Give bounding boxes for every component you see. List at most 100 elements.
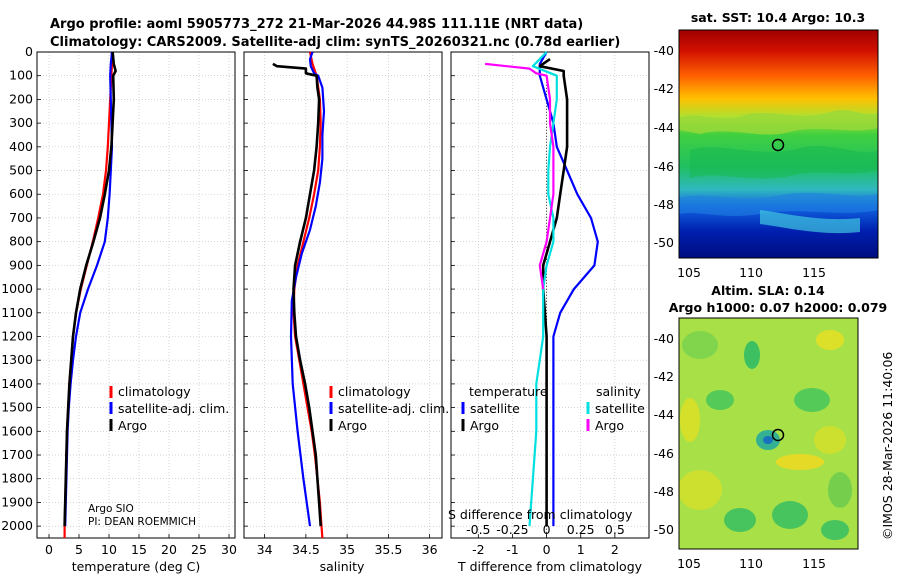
sst-ytick: -50 [654,235,674,250]
series-line-climatology [63,52,114,538]
x-tick-label: 35 [339,542,355,557]
temperature-legend: climatology satellite-adj. clim. Argo [109,384,229,433]
x-tick-label: 30 [221,542,237,557]
panel-frame [36,51,236,539]
depth-tick-label: 900 [9,257,33,272]
x-tick-label: 5 [75,542,83,557]
sla-ytick: -46 [654,446,674,461]
sla-map: Altim. SLA: 0.14 Argo h1000: 0.07 h2000:… [654,283,888,571]
x-tick-label: -1 [506,542,518,557]
panel-frame [450,51,650,539]
depth-tick-label: 300 [9,115,33,130]
sst-ytick: -48 [654,197,674,212]
sst-xtick: 110 [739,265,763,280]
credit-pi: PI: DEAN ROEMMICH [88,516,196,528]
legend-header-temperature: temperature [469,384,548,399]
credit-institution: Argo SIO [88,503,134,515]
depth-tick-label: 1400 [1,376,33,391]
sst-map-yticks: -40 -42 -44 -46 -48 -50 [654,43,674,250]
depth-tick-label: 1100 [1,305,33,320]
x2-tick-label: -0.5 [466,522,490,537]
depth-tick-label: 1800 [1,471,33,486]
sla-ytick: -50 [654,522,674,537]
salinity-profile-panel: 34 34.5 35 35.5 36 [243,51,443,557]
imos-watermark: ©IMOS 28-Mar-2026 11:40:06 [880,352,895,540]
series-line-s-satellite [528,51,558,527]
x-tick-label: 0 [45,542,53,557]
depth-tick-label: 200 [9,91,33,106]
temperature-x-axis-label: temperature (deg C) [72,559,201,574]
x-tick-label: 1 [577,542,585,557]
series-line-t-argo [538,58,569,527]
x2-tick-label: 0.25 [567,522,595,537]
depth-tick-label: 1000 [1,281,33,296]
depth-tick-label: 1200 [1,328,33,343]
x-tick-label: 25 [191,542,207,557]
figure-title-line1: Argo profile: aoml 5905773_272 21-Mar-20… [50,17,583,32]
x-tick-label: 35.5 [374,542,402,557]
legend-label-argo: Argo [338,418,367,433]
sla-ytick: -40 [654,331,674,346]
depth-tick-label: 2000 [1,518,33,533]
legend-label-s-argo: Argo [595,418,624,433]
x-tick-label: 20 [161,542,177,557]
legend-label-s-satellite: satellite [595,401,645,416]
sla-ytick: -44 [654,407,674,422]
x-tick-label: 15 [131,542,147,557]
difference-s-axis-label: S difference from climatology [448,507,633,522]
sla-ytick: -48 [654,484,674,499]
series-line-t-satellite [538,51,599,527]
x-tick-label: 10 [101,542,117,557]
depth-tick-label: 0 [25,44,33,59]
x-tick-label: 2 [611,542,619,557]
depth-tick-label: 1600 [1,423,33,438]
sst-ytick: -44 [654,120,674,135]
difference-x-axis-label: T difference from climatology [457,559,643,574]
sla-map-yticks: -40 -42 -44 -46 -48 -50 [654,331,674,537]
x-tick-label: 34 [257,542,273,557]
depth-tick-label: 1900 [1,494,33,509]
x-tick-label: 36 [422,542,438,557]
sla-argo-location-marker [771,428,785,442]
x2-tick-label: -0.25 [496,522,528,537]
x-tick-label: 34.5 [292,542,320,557]
sla-map-title-line1: Altim. SLA: 0.14 [711,283,825,298]
salinity-x-axis-label: salinity [320,559,365,574]
sst-map: sat. SST: 10.4 Argo: 10.3 105 110 115 -4… [654,10,879,280]
sla-ytick: -42 [654,369,674,384]
difference-legend: temperature salinity satellite Argo sate… [461,384,645,433]
legend-label-satellite: satellite-adj. clim. [338,401,449,416]
sst-map-xticks: 105 110 115 [677,265,826,280]
sla-xtick: 105 [677,556,701,571]
depth-tick-label: 600 [9,186,33,201]
depth-tick-label: 700 [9,210,33,225]
sst-map-title: sat. SST: 10.4 Argo: 10.3 [691,10,865,25]
sst-ytick: -42 [654,81,674,96]
legend-label-climatology: climatology [118,384,191,399]
sst-argo-location-marker [771,138,785,152]
sla-xtick: 110 [739,556,763,571]
legend-label-t-argo: Argo [470,418,499,433]
series-line-argo [63,51,117,527]
depth-tick-label: 800 [9,234,33,249]
legend-label-climatology: climatology [338,384,411,399]
depth-axis-labels: 0 100 200 300 400 500 600 700 800 900 1000 1100 1200… [1,44,33,533]
sst-ytick: -46 [654,159,674,174]
temperature-profile-panel: 0 5 10 15 20 25 30 [36,51,237,557]
sla-map-xticks: 105 110 115 [677,556,826,571]
series-line-satellite-adj-clim- [289,51,326,527]
legend-header-salinity: salinity [596,384,641,399]
difference-profile-panel: -2 -1 0 1 2-0.5 -0.25 0 0.25 0.5 [450,51,650,557]
panel-frame [243,51,443,539]
depth-tick-label: 1300 [1,352,33,367]
sla-xtick: 115 [802,556,826,571]
legend-label-argo: Argo [118,418,147,433]
x-tick-label: -2 [472,542,484,557]
depth-tick-label: 1500 [1,400,33,415]
depth-tick-label: 100 [9,68,33,83]
x2-tick-label: 0.5 [605,522,625,537]
sla-map-title-line2: Argo h1000: 0.07 h2000: 0.079 [669,300,888,315]
sst-xtick: 105 [677,265,701,280]
sst-xtick: 115 [802,265,826,280]
